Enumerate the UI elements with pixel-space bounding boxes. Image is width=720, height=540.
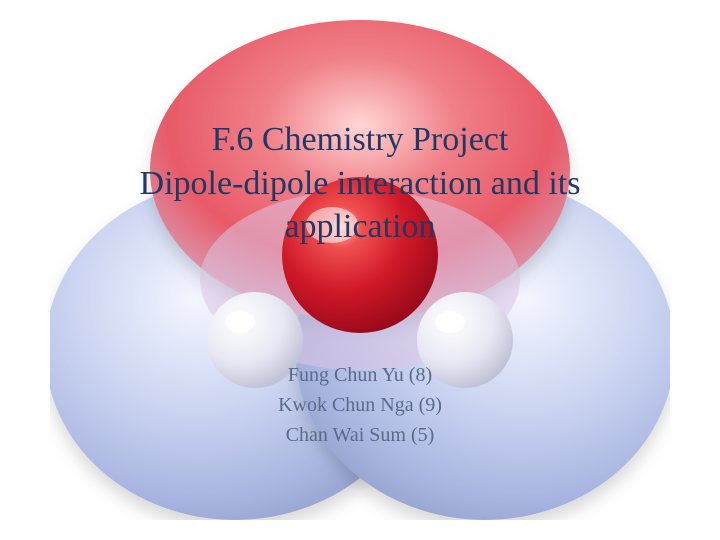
title-block: F.6 Chemistry Project Dipole-dipole inte… [0,118,720,249]
title-line-1: F.6 Chemistry Project [0,118,720,162]
author-line-3: Chan Wai Sum (5) [0,420,720,450]
authors-block: Fung Chun Yu (8) Kwok Chun Nga (9) Chan … [0,360,720,450]
author-line-1: Fung Chun Yu (8) [0,360,720,390]
author-line-2: Kwok Chun Nga (9) [0,390,720,420]
title-line-3: application [0,205,720,249]
slide: F.6 Chemistry Project Dipole-dipole inte… [0,0,720,540]
title-line-2: Dipole-dipole interaction and its [0,162,720,206]
